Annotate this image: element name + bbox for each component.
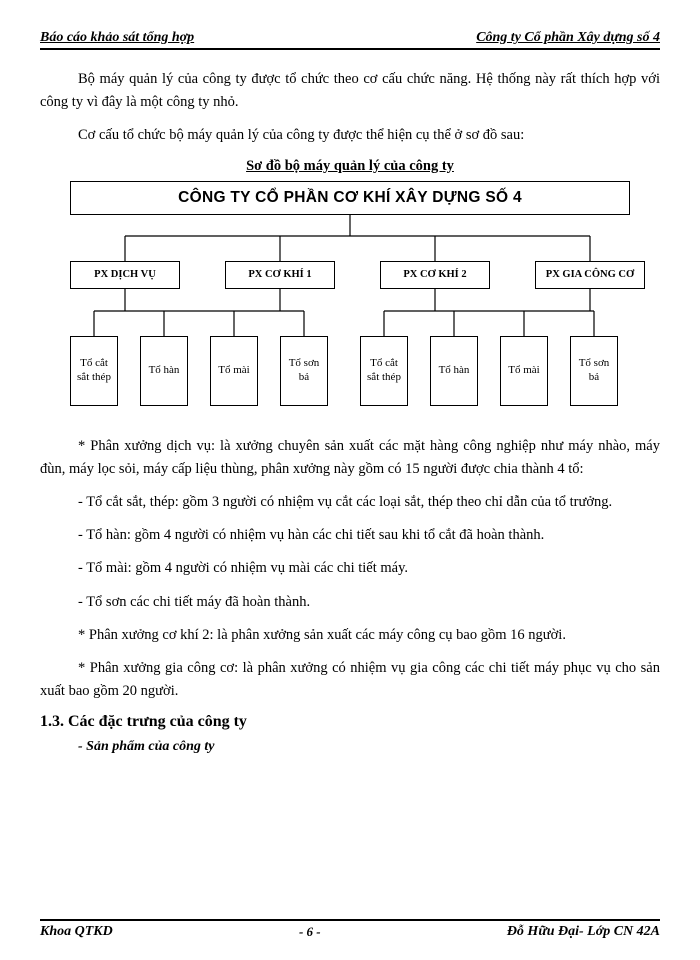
org-leaf-r1: Tổ hàn: [430, 336, 478, 406]
org-leaf-r2: Tổ mài: [500, 336, 548, 406]
paragraph-intro-2: Cơ cấu tổ chức bộ máy quản lý của công t…: [40, 124, 660, 147]
org-mid-box-0: PX DỊCH VỤ: [70, 261, 180, 289]
org-mid-box-3: PX GIA CÔNG CƠ: [535, 261, 645, 289]
org-leaf-r3: Tổ sơn bả: [570, 336, 618, 406]
paragraph-8: * Phân xưởng cơ khí 2: là phân xưởng sản…: [40, 624, 660, 647]
header-left: Báo cáo khảo sát tổng hợp: [40, 30, 194, 46]
footer-left: Khoa QTKD: [40, 924, 113, 940]
org-mid-box-2: PX CƠ KHÍ 2: [380, 261, 490, 289]
org-leaf-l3: Tổ sơn bả: [280, 336, 328, 406]
section-1-3-subitem: - Sản phẩm của công ty: [78, 739, 660, 755]
org-leaf-l2: Tổ mài: [210, 336, 258, 406]
paragraph-6: - Tổ mài: gồm 4 người có nhiệm vụ mài cá…: [40, 557, 660, 580]
body-after-chart: * Phân xưởng dịch vụ: là xưởng chuyên sả…: [40, 435, 660, 756]
footer-right: Đỗ Hữu Đại- Lớp CN 42A: [507, 924, 660, 940]
diagram-title: Sơ đồ bộ máy quản lý của công ty: [40, 158, 660, 175]
org-top-box: CÔNG TY CỔ PHẦN CƠ KHÍ XÂY DỰNG SỐ 4: [70, 181, 630, 215]
org-leaf-l0: Tổ cắt sắt thép: [70, 336, 118, 406]
paragraph-3: * Phân xưởng dịch vụ: là xưởng chuyên sả…: [40, 435, 660, 481]
section-1-3-heading: 1.3. Các đặc trưng của công ty: [40, 713, 660, 731]
org-leaf-r0: Tổ cắt sắt thép: [360, 336, 408, 406]
footer-page-number: - 6 -: [299, 924, 321, 940]
header-right: Công ty Cổ phần Xây dựng số 4: [476, 30, 660, 46]
org-chart: CÔNG TY CỔ PHẦN CƠ KHÍ XÂY DỰNG SỐ 4 PX …: [40, 181, 660, 431]
paragraph-5: - Tổ hàn: gồm 4 người có nhiệm vụ hàn cá…: [40, 524, 660, 547]
org-leaf-l1: Tổ hàn: [140, 336, 188, 406]
paragraph-9: * Phân xưởng gia công cơ: là phân xưởng …: [40, 657, 660, 703]
page-footer: Khoa QTKD - 6 - Đỗ Hữu Đại- Lớp CN 42A: [40, 919, 660, 940]
org-chart-connectors: [40, 181, 660, 431]
paragraph-7: - Tổ sơn các chi tiết máy đã hoàn thành.: [40, 591, 660, 614]
page-header: Báo cáo khảo sát tổng hợp Công ty Cổ phầ…: [40, 30, 660, 50]
paragraph-intro-1: Bộ máy quản lý của công ty được tổ chức …: [40, 68, 660, 114]
paragraph-4: - Tổ cắt sắt, thép: gồm 3 người có nhiệm…: [40, 491, 660, 514]
org-mid-box-1: PX CƠ KHÍ 1: [225, 261, 335, 289]
body-content: Bộ máy quản lý của công ty được tổ chức …: [40, 68, 660, 148]
